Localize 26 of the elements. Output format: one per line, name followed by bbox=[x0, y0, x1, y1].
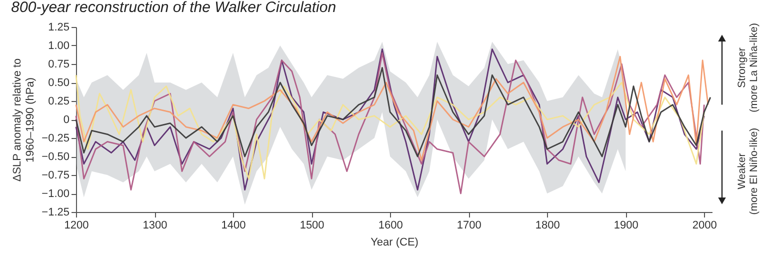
x-axis-title: Year (CE) bbox=[370, 236, 418, 248]
x-tick-label: 1200 bbox=[64, 220, 89, 232]
y-tick-label: 0.75 bbox=[48, 58, 70, 70]
y-tick-label: −1.00 bbox=[42, 188, 70, 200]
y-axis-title: ΔSLP anomaly relative to 1960–1990 (hPa) bbox=[12, 58, 37, 182]
y-tick-label: 0.25 bbox=[48, 96, 70, 108]
text: Weaker (more El Niño-like) bbox=[736, 128, 760, 215]
x-tick-label: 1400 bbox=[221, 220, 246, 232]
y-tick-label: −0.50 bbox=[42, 151, 70, 163]
y-tick-label: 0 bbox=[63, 114, 70, 126]
x-tick-label: 2000 bbox=[692, 220, 717, 232]
x-tick-label: 1900 bbox=[614, 220, 638, 232]
x-tick-label: 1600 bbox=[378, 220, 403, 232]
text: Stronger (more La Niña-like) bbox=[736, 23, 760, 112]
x-tick-label: 1800 bbox=[535, 220, 560, 232]
x-tick-label: 1300 bbox=[142, 220, 168, 232]
y-tick-label: 1.25 bbox=[48, 22, 70, 34]
y-tick-label: −0.25 bbox=[42, 132, 70, 144]
x-tick-label: 1700 bbox=[456, 220, 482, 232]
x-tick-label: 1500 bbox=[300, 220, 324, 232]
line-series bbox=[75, 74, 705, 180]
y-tick-label: −0.75 bbox=[42, 170, 70, 182]
y-tick-label: 0.50 bbox=[48, 77, 70, 89]
y-tick-label: −1.25 bbox=[42, 206, 70, 218]
chart-title: 800-year reconstruction of the Walker Circulation bbox=[11, 0, 336, 16]
y-tick-label: 1.00 bbox=[48, 40, 70, 52]
